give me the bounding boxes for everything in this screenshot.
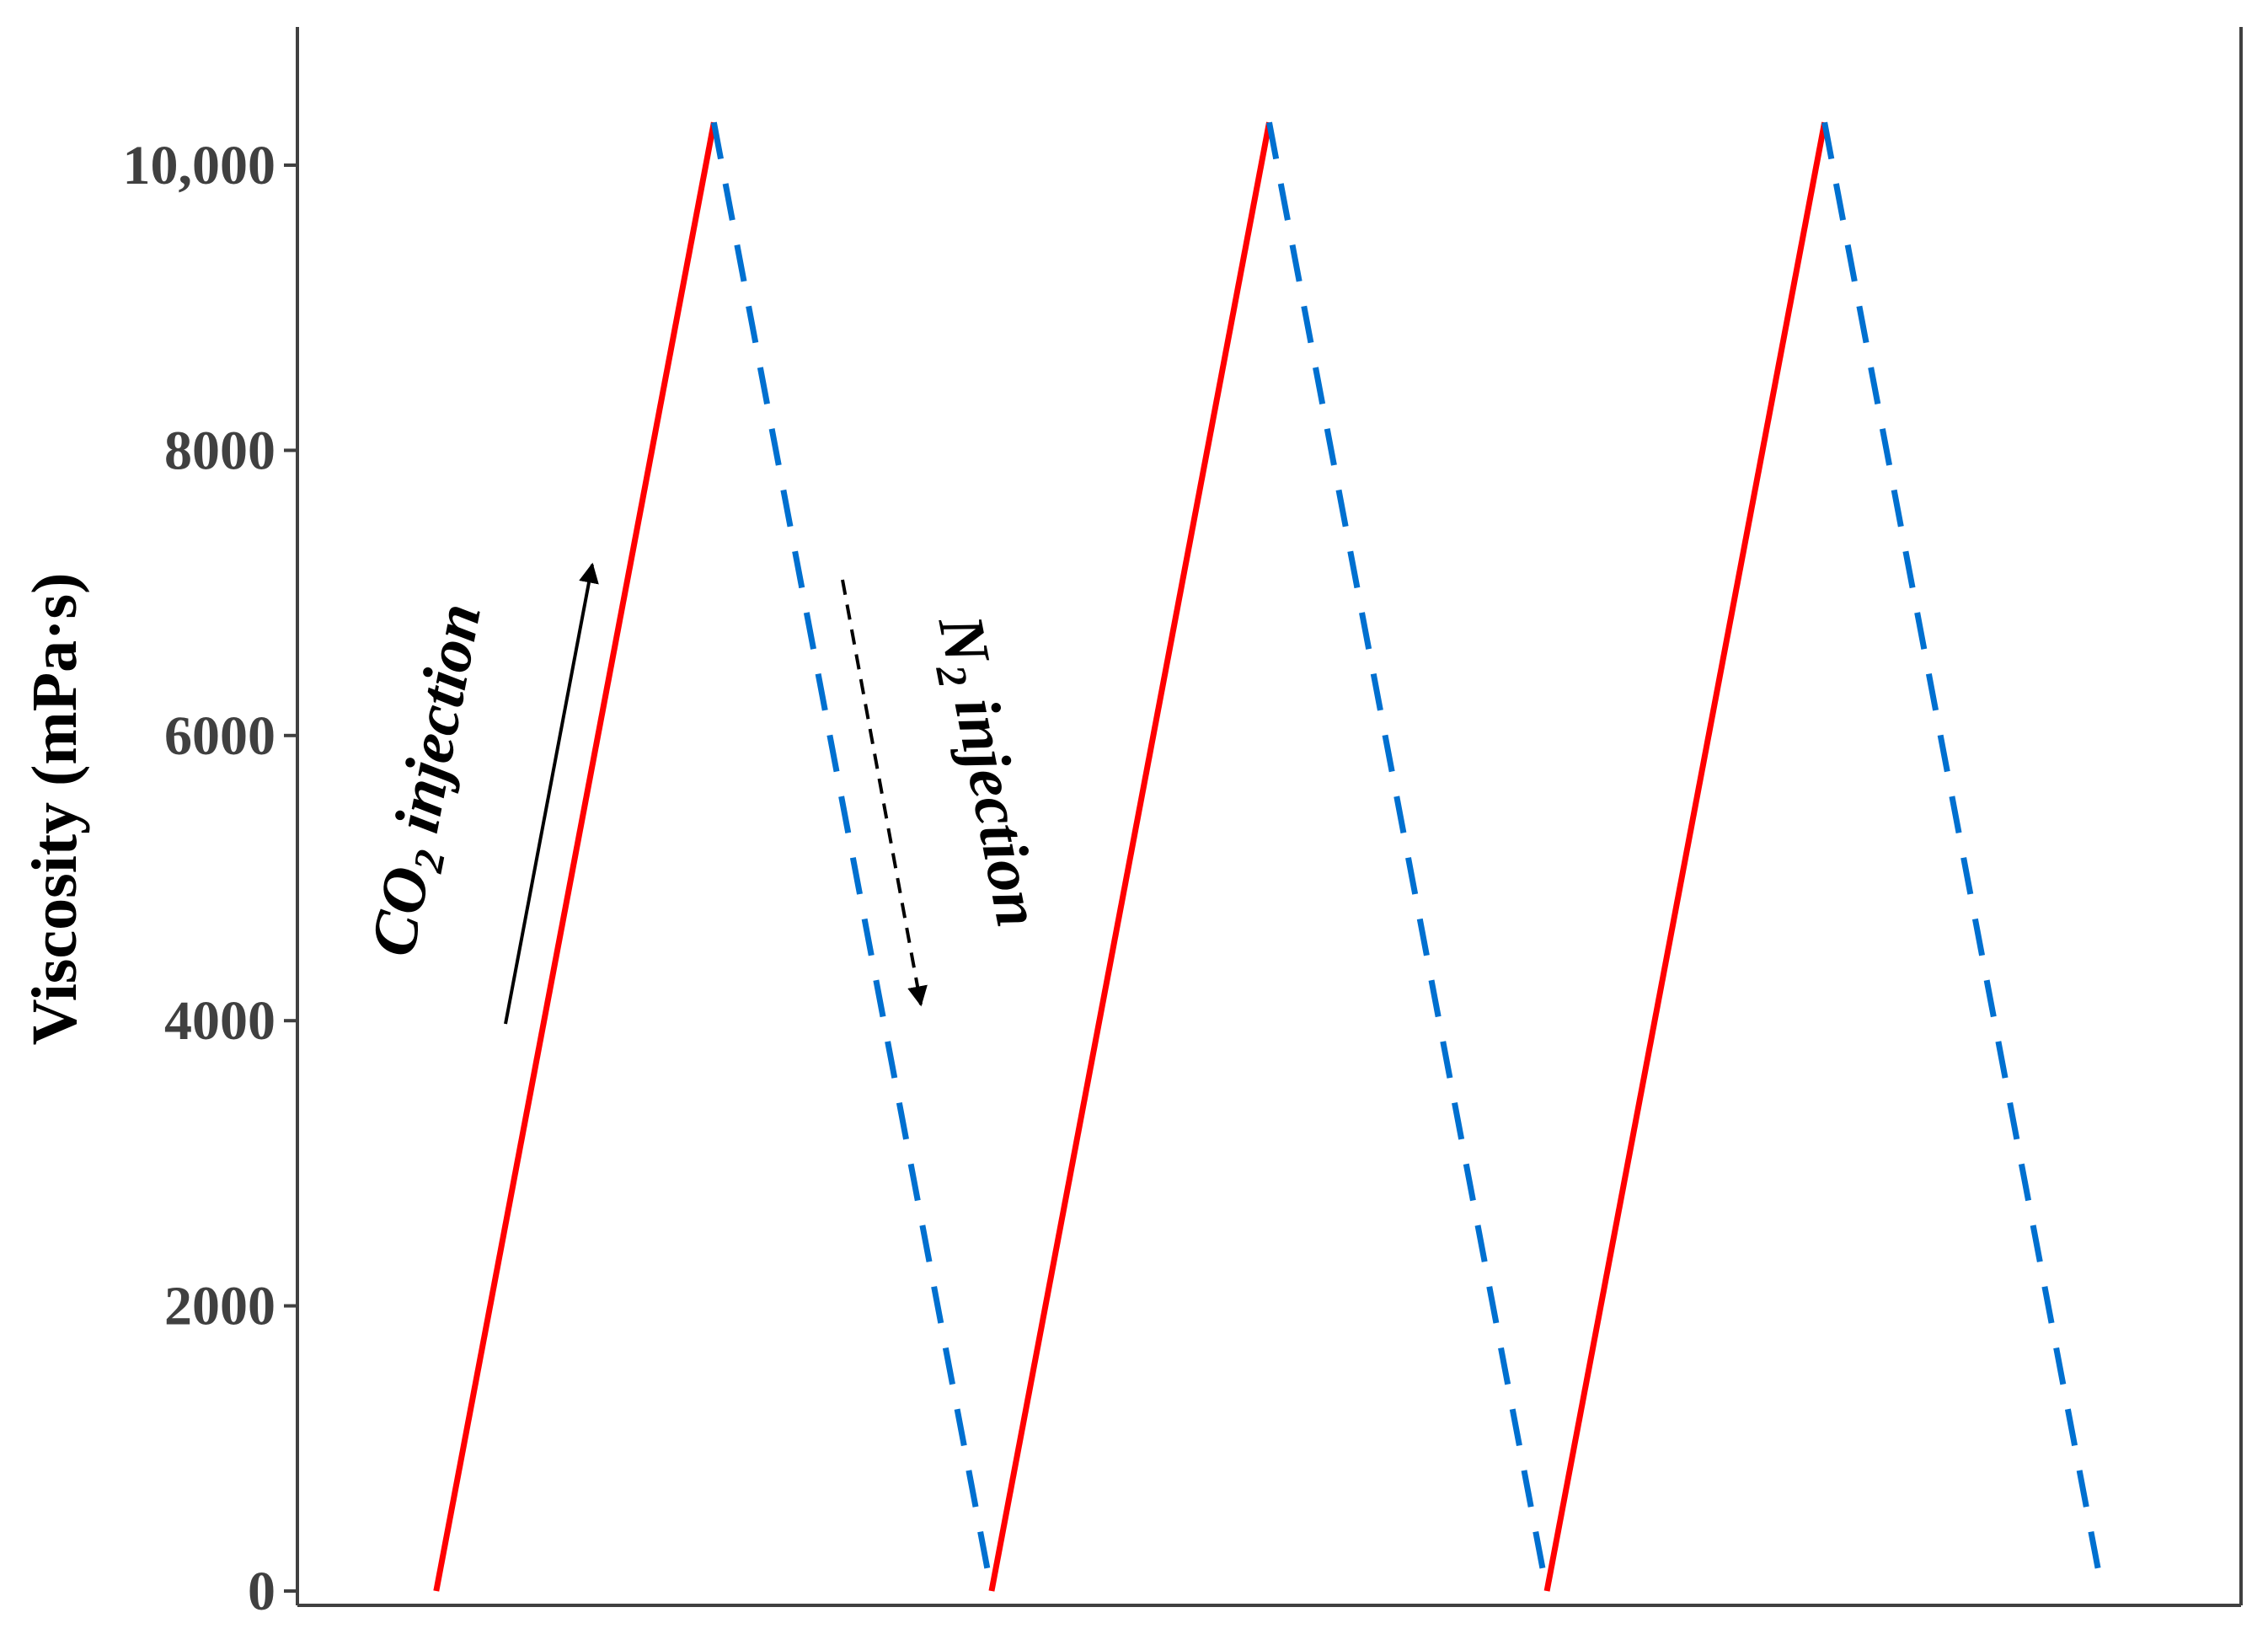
annotations: CO2 injection N2 injection bbox=[357, 562, 1055, 1025]
solid-rise-segment bbox=[988, 121, 1272, 1592]
axes: 0 2000 4000 6000 8000 10,000 bbox=[123, 27, 2243, 1622]
dashed-decline-segment bbox=[710, 121, 995, 1592]
n2-label-suffix: injection bbox=[938, 676, 1054, 932]
dashed-decline-segment bbox=[1821, 121, 2105, 1592]
dashed-decline-segment bbox=[1266, 121, 1550, 1592]
co2-injection-label: CO2 injection bbox=[357, 597, 501, 963]
y-tick-label: 10,000 bbox=[123, 135, 276, 196]
y-tick-label: 0 bbox=[248, 1561, 275, 1622]
y-tick-label: 2000 bbox=[164, 1276, 275, 1337]
co2-label-main: CO bbox=[357, 861, 444, 962]
series-layer bbox=[433, 121, 2105, 1592]
n2-injection-arrow bbox=[841, 579, 928, 1007]
n2-injection-label: N2 injection bbox=[918, 609, 1055, 934]
co2-label-suffix: injection bbox=[378, 597, 495, 854]
y-tick-label: 6000 bbox=[164, 705, 275, 767]
y-axis-label: Viscosity (mPa·s) bbox=[19, 573, 90, 1046]
y-tick-label: 8000 bbox=[164, 420, 275, 481]
solid-rise-segment bbox=[433, 121, 717, 1592]
solid-rise-segment bbox=[1543, 121, 1828, 1592]
y-tick-label: 4000 bbox=[164, 990, 275, 1052]
co2-injection-arrow bbox=[504, 562, 599, 1025]
